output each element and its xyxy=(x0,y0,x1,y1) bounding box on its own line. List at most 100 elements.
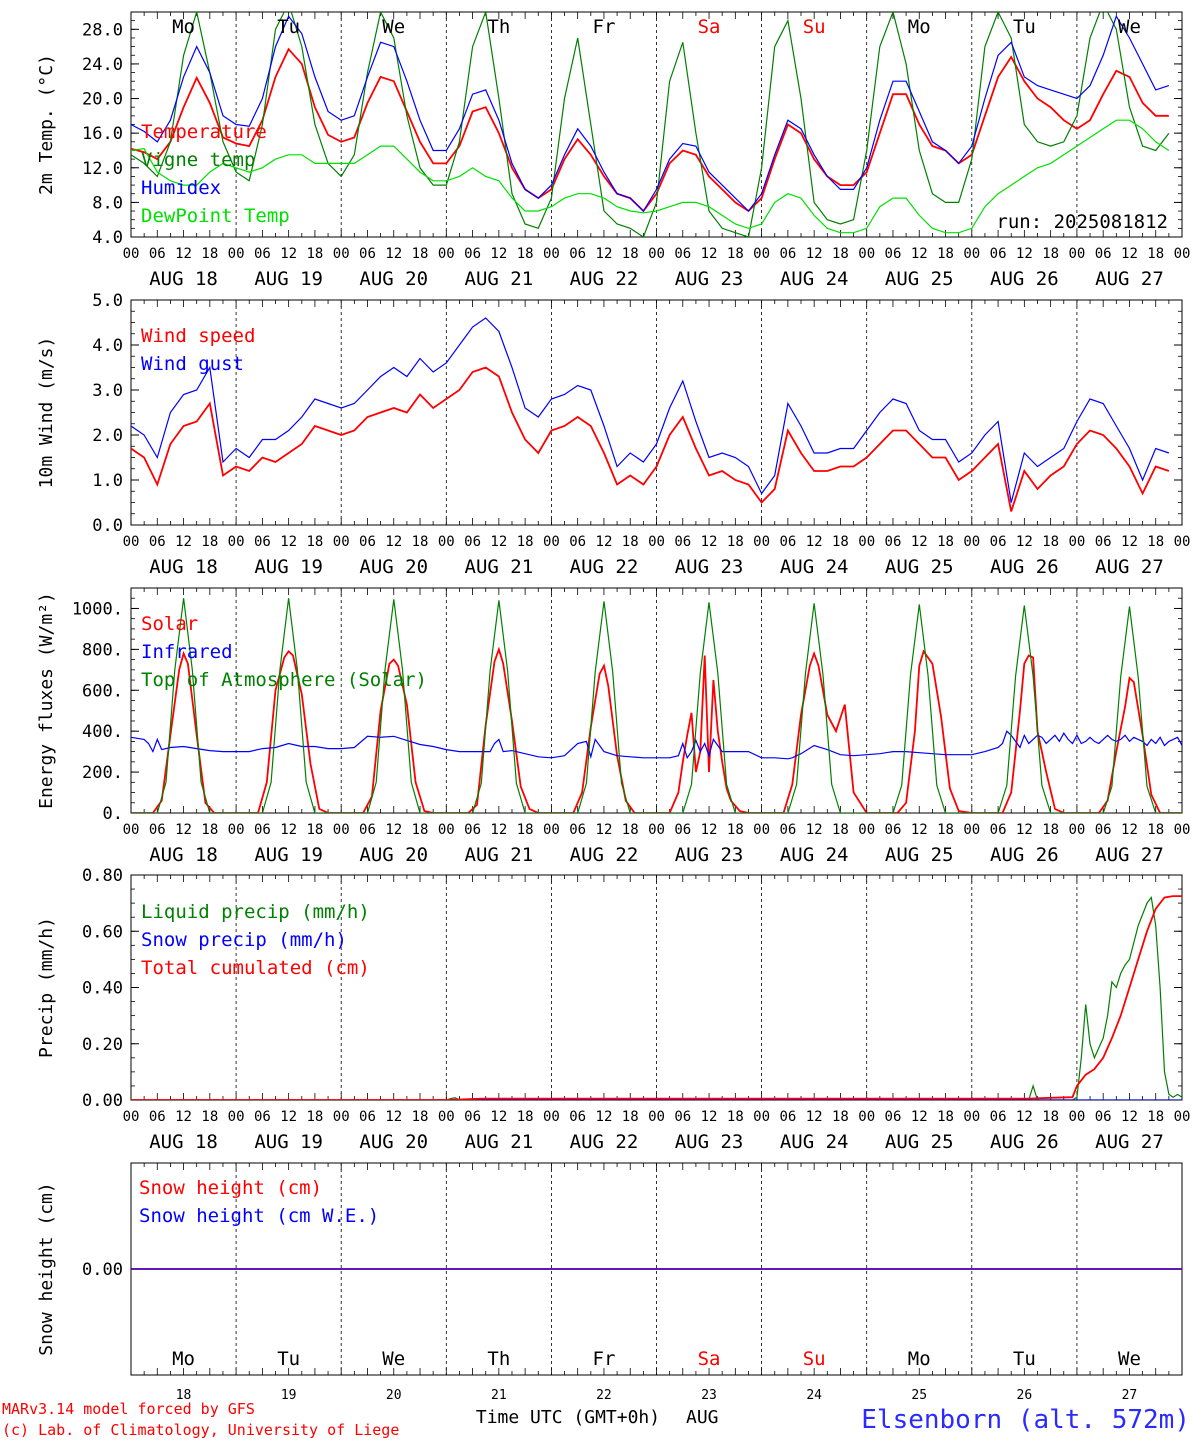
x-hour-label: 00 xyxy=(753,1109,770,1125)
x-hour-label: 12 xyxy=(1016,534,1033,550)
weekday-label: Mo xyxy=(172,16,195,38)
x-hour-label: 06 xyxy=(1095,534,1112,550)
run-label: run: 2025081812 xyxy=(996,211,1168,233)
legend-entry: Liquid precip (mm/h) xyxy=(141,901,370,923)
x-hour-label: 18 xyxy=(1147,822,1164,838)
legend-entry: Snow precip (mm/h) xyxy=(141,929,347,951)
x-hour-label: 06 xyxy=(885,246,902,262)
x-hour-label: 18 xyxy=(517,534,534,550)
series-line-humidex xyxy=(131,14,1170,212)
weekday-label: Sa xyxy=(698,16,721,38)
x-hour-label: 06 xyxy=(569,1109,586,1125)
x-hour-label: 00 xyxy=(1174,246,1191,262)
y-tick-label: 5.0 xyxy=(92,291,123,311)
y-tick-label: 1000. xyxy=(72,599,123,619)
x-hour-label: 00 xyxy=(438,1109,455,1125)
panel-5: 0.00 Snow height (cm) Snow height (cm) Snow… xyxy=(36,1162,1183,1376)
x-hour-label: 12 xyxy=(701,534,718,550)
x-date-label: AUG 26 xyxy=(990,1131,1059,1153)
x-hour-label: 06 xyxy=(569,822,586,838)
y-tick-label: 20.0 xyxy=(82,90,123,110)
y-axis-label: Energy fluxes (W/m²) xyxy=(36,592,57,809)
x-hour-label: 00 xyxy=(228,822,245,838)
x-hour-label: 06 xyxy=(149,534,166,550)
y-tick-label: 0.60 xyxy=(82,922,123,942)
x-date-label: AUG 19 xyxy=(254,556,323,578)
series-line-top-of-atmosphere-solar- xyxy=(131,598,1182,813)
weekday-label: We xyxy=(1118,1348,1141,1370)
x-hour-label: 18 xyxy=(727,246,744,262)
x-hour-label: 00 xyxy=(1068,246,1085,262)
x-hour-label: 06 xyxy=(990,1109,1007,1125)
x-hour-label: 06 xyxy=(254,1109,271,1125)
weekday-label: We xyxy=(1118,16,1141,38)
x-date-label: AUG 27 xyxy=(1095,268,1164,290)
y-tick-label: 0.20 xyxy=(82,1035,123,1055)
x-hour-label: 06 xyxy=(990,534,1007,550)
weekday-label: Mo xyxy=(908,16,931,38)
series-line-solar xyxy=(131,646,1182,813)
x-hour-label: 06 xyxy=(1095,1109,1112,1125)
x-hour-label: 12 xyxy=(490,822,507,838)
x-hour-label: 12 xyxy=(385,1109,402,1125)
x-hour-label: 00 xyxy=(963,534,980,550)
x-hour-label: 06 xyxy=(149,822,166,838)
x-hour-label: 12 xyxy=(806,246,823,262)
x-hour-label: 00 xyxy=(1068,1109,1085,1125)
legend-entry: DewPoint Temp xyxy=(141,205,290,227)
x-date-label: AUG 21 xyxy=(465,268,534,290)
x-hour-label: 00 xyxy=(753,822,770,838)
x-hour-label: 12 xyxy=(596,822,613,838)
x-hour-label: 12 xyxy=(596,534,613,550)
x-date-label: AUG 20 xyxy=(359,1131,428,1153)
x-hour-label: 00 xyxy=(858,822,875,838)
legend-entry: Wind gust xyxy=(141,353,244,375)
x-hour-label: 00 xyxy=(228,246,245,262)
plot-frame xyxy=(130,299,1183,526)
x-hour-label: 06 xyxy=(1095,822,1112,838)
x-hour-label: 06 xyxy=(779,822,796,838)
x-date-label: AUG 18 xyxy=(149,268,218,290)
y-tick-label: 12.0 xyxy=(82,159,123,179)
x-hour-label: 06 xyxy=(464,246,481,262)
x-hour-label: 00 xyxy=(123,1109,140,1125)
day-number-label: 24 xyxy=(806,1388,822,1403)
x-hour-label: 06 xyxy=(885,822,902,838)
x-hour-label: 12 xyxy=(280,822,297,838)
panel-3: 0. 200. 400. 600. 800. 1000. Energy fluxes (W/… xyxy=(36,587,1190,866)
y-tick-label: 0.0 xyxy=(92,516,123,536)
x-hour-label: 12 xyxy=(1121,534,1138,550)
weekday-label: We xyxy=(382,16,405,38)
x-hour-label: 12 xyxy=(1121,1109,1138,1125)
y-tick-label: 400. xyxy=(82,722,123,742)
x-hour-label: 00 xyxy=(648,822,665,838)
x-hour-label: 12 xyxy=(280,246,297,262)
x-date-label: AUG 24 xyxy=(780,844,849,866)
y-tick-label: 0.80 xyxy=(82,866,123,886)
x-hour-label: 00 xyxy=(858,534,875,550)
x-date-label: AUG 21 xyxy=(465,844,534,866)
weekday-label: Fr xyxy=(593,1348,616,1370)
x-hour-label: 00 xyxy=(1068,534,1085,550)
x-hour-label: 00 xyxy=(648,534,665,550)
y-tick-label: 600. xyxy=(82,681,123,701)
x-hour-label: 18 xyxy=(1147,1109,1164,1125)
x-hour-label: 12 xyxy=(701,246,718,262)
x-date-label: AUG 27 xyxy=(1095,556,1164,578)
x-hour-label: 12 xyxy=(701,822,718,838)
x-hour-label: 18 xyxy=(622,246,639,262)
series-line-temperature xyxy=(131,47,1169,213)
x-hour-label: 18 xyxy=(201,1109,218,1125)
day-number-label: 25 xyxy=(911,1388,927,1403)
x-hour-label: 06 xyxy=(254,534,271,550)
x-hour-label: 12 xyxy=(806,534,823,550)
x-hour-label: 00 xyxy=(438,534,455,550)
x-hour-label: 00 xyxy=(1174,534,1191,550)
day-number-label: 27 xyxy=(1122,1388,1138,1403)
x-date-label: AUG 26 xyxy=(990,844,1059,866)
x-hour-label: 00 xyxy=(543,246,560,262)
y-tick-label: 0.00 xyxy=(82,1260,123,1280)
x-hour-label: 06 xyxy=(359,822,376,838)
x-hour-label: 00 xyxy=(753,534,770,550)
